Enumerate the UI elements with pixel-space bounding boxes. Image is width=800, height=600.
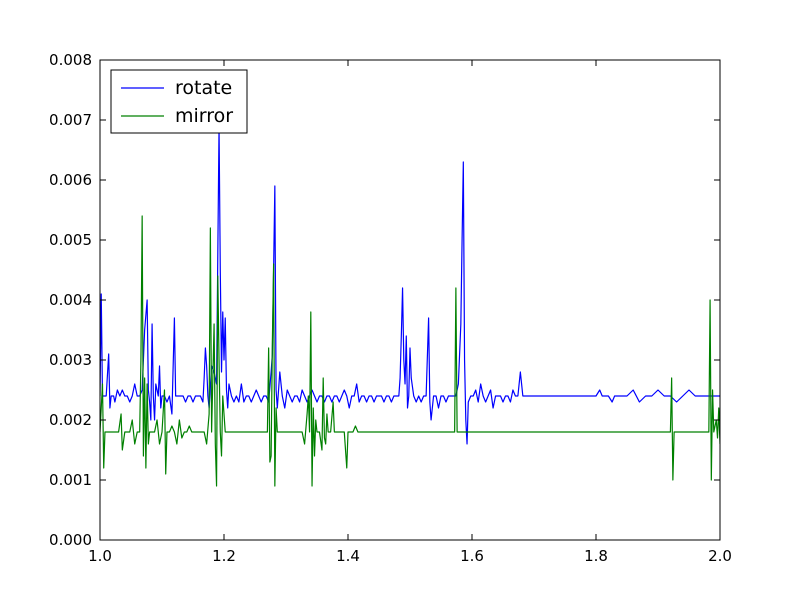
legend-label-mirror: mirror (175, 105, 233, 127)
plot-lines (100, 125, 720, 487)
y-tick-label: 0.008 (49, 51, 92, 69)
legend-label-rotate: rotate (175, 77, 232, 99)
x-tick-label: 1.2 (212, 547, 236, 565)
y-tick-label: 0.005 (49, 231, 92, 249)
x-tick-label: 2.0 (708, 547, 732, 565)
y-tick-label: 0.003 (49, 351, 92, 369)
y-tick-label: 0.007 (49, 111, 92, 129)
x-axis-ticks: 1.0 1.2 1.4 1.6 1.8 2.0 (88, 60, 732, 565)
x-tick-label: 1.6 (460, 547, 484, 565)
y-tick-label: 0.000 (49, 531, 92, 549)
legend: rotate mirror (110, 69, 248, 134)
y-tick-label: 0.002 (49, 411, 92, 429)
x-tick-label: 1.4 (336, 547, 360, 565)
y-axis-ticks: 0.000 0.001 0.002 0.003 0.004 0.005 0.006 0.007… (49, 51, 720, 549)
y-tick-label: 0.001 (49, 471, 92, 489)
y-tick-label: 0.006 (49, 171, 92, 189)
x-tick-label: 1.8 (584, 547, 608, 565)
y-tick-label: 0.004 (49, 291, 92, 309)
series-line-rotate (100, 125, 720, 445)
legend-box (110, 69, 248, 134)
series-line-mirror (100, 215, 720, 487)
plot-frame (99, 59, 721, 541)
x-tick-label: 1.0 (88, 547, 112, 565)
